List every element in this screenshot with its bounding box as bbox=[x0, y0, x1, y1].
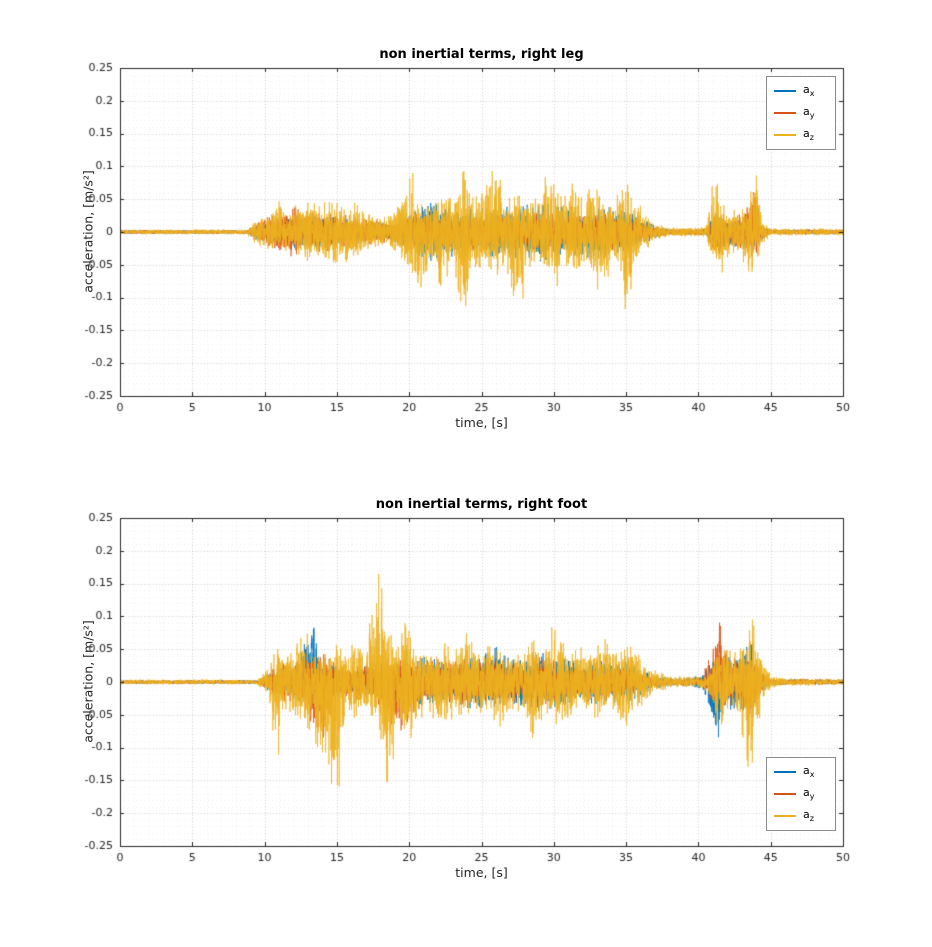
x-axis-label: time, [s] bbox=[455, 865, 508, 880]
subplot-right-leg: non inertial terms, right leg accelerati… bbox=[0, 38, 932, 478]
legend-label: az bbox=[803, 126, 814, 143]
legend-label: ax bbox=[803, 763, 815, 780]
legend-label: ay bbox=[803, 104, 815, 121]
subplot-right-foot: non inertial terms, right foot accelerat… bbox=[0, 488, 932, 928]
legend-line-swatch bbox=[774, 134, 796, 136]
legend: ax ay az bbox=[766, 757, 836, 831]
plot-canvas bbox=[0, 488, 932, 928]
legend-label: ay bbox=[803, 785, 815, 802]
y-axis-label: acceleration, [m/s²] bbox=[80, 620, 96, 743]
legend-entry: ax bbox=[767, 80, 835, 102]
legend-entry: ay bbox=[767, 102, 835, 124]
legend-entry: ay bbox=[767, 783, 835, 805]
legend-entry: az bbox=[767, 805, 835, 827]
x-axis-label: time, [s] bbox=[455, 415, 508, 430]
legend-line-swatch bbox=[774, 815, 796, 817]
legend-label: ax bbox=[803, 82, 815, 99]
chart-title: non inertial terms, right leg bbox=[379, 47, 584, 62]
legend-line-swatch bbox=[774, 112, 796, 114]
chart-title: non inertial terms, right foot bbox=[375, 497, 588, 512]
legend-line-swatch bbox=[774, 793, 796, 795]
legend-line-swatch bbox=[774, 90, 796, 92]
legend-entry: ax bbox=[767, 761, 835, 783]
legend: ax ay az bbox=[766, 76, 836, 150]
legend-line-swatch bbox=[774, 771, 796, 773]
legend-label: az bbox=[803, 807, 814, 824]
y-axis-label: acceleration, [m/s²] bbox=[80, 170, 96, 293]
legend-entry: az bbox=[767, 124, 835, 146]
